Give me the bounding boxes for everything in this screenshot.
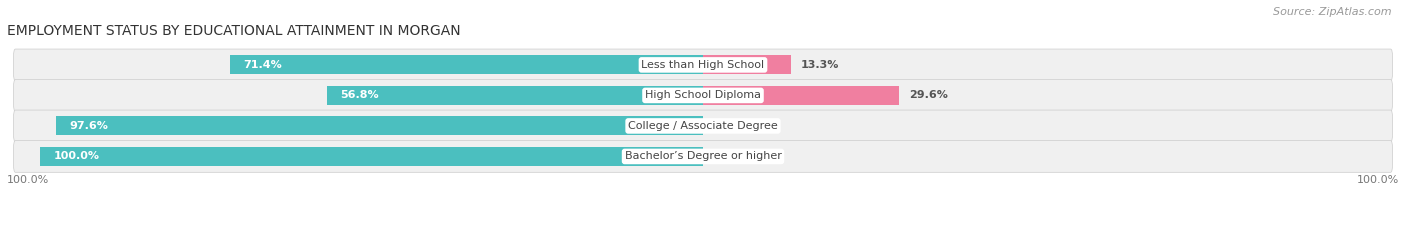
- Text: Bachelor’s Degree or higher: Bachelor’s Degree or higher: [624, 151, 782, 161]
- Text: EMPLOYMENT STATUS BY EDUCATIONAL ATTAINMENT IN MORGAN: EMPLOYMENT STATUS BY EDUCATIONAL ATTAINM…: [7, 24, 461, 38]
- Text: 97.6%: 97.6%: [69, 121, 108, 131]
- Text: 0.0%: 0.0%: [713, 151, 744, 161]
- Text: College / Associate Degree: College / Associate Degree: [628, 121, 778, 131]
- FancyBboxPatch shape: [14, 140, 1392, 172]
- Text: 56.8%: 56.8%: [340, 90, 378, 100]
- Text: 100.0%: 100.0%: [7, 175, 49, 185]
- FancyBboxPatch shape: [14, 49, 1392, 81]
- Bar: [703, 55, 792, 74]
- Bar: [326, 86, 703, 105]
- Bar: [56, 116, 703, 135]
- Text: High School Diploma: High School Diploma: [645, 90, 761, 100]
- Text: 71.4%: 71.4%: [243, 60, 281, 70]
- Text: Source: ZipAtlas.com: Source: ZipAtlas.com: [1274, 7, 1392, 17]
- Text: Less than High School: Less than High School: [641, 60, 765, 70]
- Text: 100.0%: 100.0%: [53, 151, 100, 161]
- Text: 0.0%: 0.0%: [713, 121, 744, 131]
- Text: 100.0%: 100.0%: [1357, 175, 1399, 185]
- FancyBboxPatch shape: [14, 110, 1392, 142]
- FancyBboxPatch shape: [14, 79, 1392, 111]
- Bar: [41, 147, 703, 166]
- Bar: [229, 55, 703, 74]
- Text: 13.3%: 13.3%: [801, 60, 839, 70]
- Bar: [703, 86, 900, 105]
- Text: 29.6%: 29.6%: [910, 90, 948, 100]
